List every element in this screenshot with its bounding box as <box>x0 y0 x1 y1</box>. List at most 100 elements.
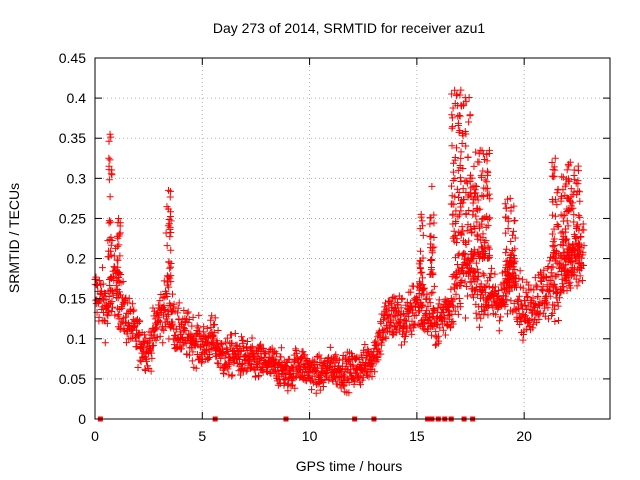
data-point <box>557 197 565 205</box>
data-point <box>401 338 409 346</box>
data-point <box>200 323 208 331</box>
data-point <box>417 269 425 277</box>
data-point <box>188 357 196 365</box>
data-point <box>475 323 483 331</box>
data-point <box>544 264 552 272</box>
data-point <box>106 282 114 290</box>
data-point <box>106 218 114 226</box>
data-point <box>506 194 514 202</box>
data-point <box>567 284 575 292</box>
data-point <box>502 213 510 221</box>
data-point <box>449 104 457 112</box>
data-point <box>575 226 583 234</box>
data-point <box>480 271 488 279</box>
data-point <box>576 197 584 205</box>
data-point <box>299 348 307 356</box>
data-point <box>297 359 305 367</box>
data-point <box>237 360 245 368</box>
data-point <box>168 321 176 329</box>
data-point <box>183 309 191 317</box>
data-point <box>116 222 124 230</box>
data-point <box>345 379 353 387</box>
data-point <box>477 243 485 251</box>
data-point <box>544 304 552 312</box>
y-axis-label: SRMTID / TECUs <box>6 183 22 293</box>
data-point <box>382 334 390 342</box>
data-point <box>422 307 430 315</box>
data-point <box>149 304 157 312</box>
data-point <box>107 241 115 249</box>
data-point <box>259 345 267 353</box>
data-point <box>567 205 575 213</box>
data-point <box>456 91 464 99</box>
data-point <box>408 330 416 338</box>
data-point <box>554 270 562 278</box>
data-point <box>551 318 559 326</box>
data-point <box>273 350 281 358</box>
data-point <box>479 230 487 238</box>
x-tick-label: 10 <box>302 428 318 444</box>
data-point <box>482 237 490 245</box>
data-point <box>450 159 458 167</box>
data-point <box>454 310 462 318</box>
chart-title: Day 273 of 2014, SRMTID for receiver azu… <box>213 20 486 36</box>
data-point <box>140 338 148 346</box>
data-point <box>470 223 478 231</box>
data-point <box>166 302 174 310</box>
data-point <box>551 246 559 254</box>
data-point <box>107 299 115 307</box>
data-point <box>483 178 491 186</box>
data-point <box>363 372 371 380</box>
data-point <box>501 268 509 276</box>
data-point <box>547 269 555 277</box>
data-point <box>425 295 433 303</box>
data-point <box>482 282 490 290</box>
data-point <box>398 295 406 303</box>
data-point <box>418 274 426 282</box>
data-point <box>415 284 423 292</box>
data-point <box>427 214 435 222</box>
data-point <box>209 335 217 343</box>
data-point <box>570 230 578 238</box>
data-point <box>451 156 459 164</box>
data-point <box>464 153 472 161</box>
data-point <box>575 278 583 286</box>
data-point <box>480 238 488 246</box>
data-point <box>474 232 482 240</box>
data-point <box>458 277 466 285</box>
data-point <box>122 294 130 302</box>
data-point <box>470 162 478 170</box>
data-point <box>150 331 158 339</box>
data-point <box>482 223 490 231</box>
data-point <box>496 317 504 325</box>
data-point <box>243 366 251 374</box>
data-point <box>185 316 193 324</box>
data-point <box>486 195 494 203</box>
data-point <box>448 310 456 318</box>
data-point <box>391 295 399 303</box>
data-point <box>165 258 173 266</box>
data-point <box>457 178 465 186</box>
data-point <box>481 176 489 184</box>
data-point <box>429 271 437 279</box>
data-point <box>478 191 486 199</box>
data-point <box>559 186 567 194</box>
data-point <box>563 287 571 295</box>
data-point <box>479 150 487 158</box>
data-point <box>449 210 457 218</box>
data-point <box>214 326 222 334</box>
data-point <box>457 101 465 109</box>
data-point <box>164 186 172 194</box>
data-point <box>511 257 519 265</box>
data-point <box>520 313 528 321</box>
data-point <box>575 239 583 247</box>
data-point <box>228 371 236 379</box>
data-point <box>576 213 584 221</box>
data-point <box>473 218 481 226</box>
data-point <box>555 316 562 324</box>
data-point <box>419 301 427 309</box>
data-point <box>574 187 582 195</box>
data-point <box>451 175 459 183</box>
data-point <box>433 334 441 342</box>
data-point <box>554 298 562 306</box>
